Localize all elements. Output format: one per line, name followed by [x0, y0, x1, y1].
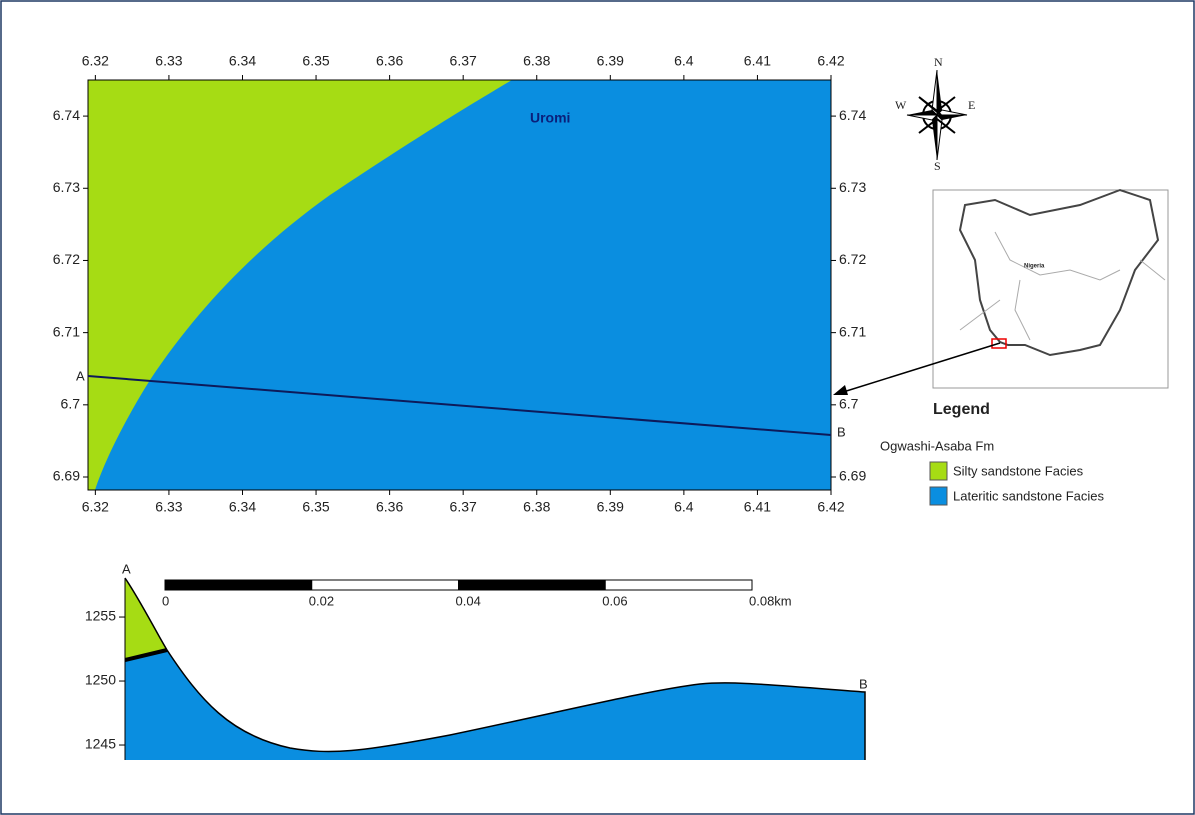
- section-point-b: B: [859, 676, 868, 691]
- place-label: Uromi: [530, 110, 570, 126]
- scale-label: 0.06: [602, 593, 627, 608]
- x-tick-label: 6.37: [450, 499, 477, 515]
- scale-segment: [605, 580, 752, 590]
- compass-e: E: [968, 98, 975, 112]
- x-tick-label: 6.38: [523, 53, 550, 69]
- x-tick-label: 6.42: [817, 53, 844, 69]
- y-tick-label: 6.73: [53, 179, 80, 195]
- legend-title: Legend: [933, 401, 990, 418]
- map: A B Uromi: [76, 80, 846, 490]
- x-tick-label: 6.35: [302, 499, 329, 515]
- y-tick-label: 6.71: [53, 323, 80, 339]
- x-tick-label: 6.42: [817, 499, 844, 515]
- y-tick-label: 6.74: [839, 107, 866, 123]
- point-b: B: [837, 424, 846, 439]
- x-tick-label: 6.35: [302, 53, 329, 69]
- x-tick-label: 6.36: [376, 499, 403, 515]
- y-tick-label: 6.7: [839, 396, 859, 412]
- legend-label: Lateritic sandstone Facies: [953, 488, 1105, 503]
- x-tick-label: 6.36: [376, 53, 403, 69]
- scale-segment: [459, 580, 606, 590]
- point-a: A: [76, 368, 85, 383]
- x-tick-label: 6.33: [155, 53, 182, 69]
- x-tick-label: 6.32: [82, 499, 109, 515]
- x-tick-label: 6.37: [450, 53, 477, 69]
- y-tick-label: 6.69: [53, 468, 80, 484]
- compass-s: S: [934, 159, 941, 173]
- legend-swatch: [930, 487, 947, 505]
- x-tick-label: 6.34: [229, 499, 256, 515]
- y-tick-label: 6.69: [839, 468, 866, 484]
- x-tick-label: 6.41: [744, 499, 771, 515]
- figure: A B Uromi N S E W Nigeria Legend Ogwashi…: [0, 0, 1195, 815]
- legend-label: Silty sandstone Facies: [953, 463, 1084, 478]
- x-tick-label: 6.38: [523, 499, 550, 515]
- scale-label: 0.08km: [749, 593, 792, 608]
- y-tick-label: 6.72: [839, 251, 866, 267]
- x-tick-label: 6.34: [229, 53, 256, 69]
- y-tick-label: 6.72: [53, 251, 80, 267]
- compass-w: W: [895, 98, 907, 112]
- scale-segment: [165, 580, 312, 590]
- y-tick-label: 6.73: [839, 179, 866, 195]
- y-tick-label: 6.74: [53, 107, 80, 123]
- x-tick-label: 6.4: [674, 53, 694, 69]
- scale-label: 0: [162, 593, 169, 608]
- x-tick-label: 6.33: [155, 499, 182, 515]
- legend-swatch: [930, 462, 947, 480]
- y-tick-label: 6.71: [839, 323, 866, 339]
- inset-country: Nigeria: [1024, 264, 1045, 270]
- x-tick-label: 6.32: [82, 53, 109, 69]
- legend-formation: Ogwashi-Asaba Fm: [880, 438, 994, 453]
- y-tick-label: 1255: [85, 608, 116, 624]
- compass-n: N: [934, 55, 943, 69]
- scale-segment: [312, 580, 459, 590]
- section-point-a: A: [122, 561, 131, 576]
- x-tick-label: 6.41: [744, 53, 771, 69]
- y-tick-label: 6.7: [61, 396, 81, 412]
- scale-label: 0.02: [309, 593, 334, 608]
- y-tick-label: 1250: [85, 672, 116, 688]
- x-tick-label: 6.39: [597, 499, 624, 515]
- y-tick-label: 1245: [85, 736, 116, 752]
- scale-label: 0.04: [456, 593, 481, 608]
- x-tick-label: 6.39: [597, 53, 624, 69]
- x-tick-label: 6.4: [674, 499, 694, 515]
